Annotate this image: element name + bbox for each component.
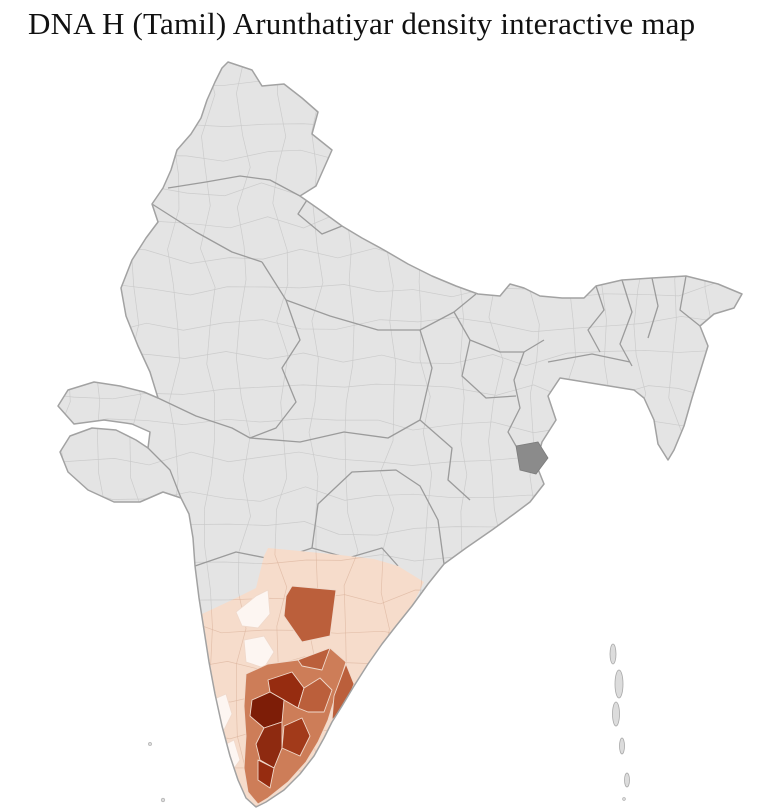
district-karnataka-district-b[interactable] [243,635,275,669]
india-outline [57,61,743,808]
islet [148,742,152,746]
islet [160,797,166,803]
district-tamil-nadu-south-district[interactable] [257,759,275,789]
map-title: DNA H (Tamil) Arunthatiyar density inter… [28,6,696,41]
islet [622,797,626,801]
island [612,701,620,727]
island [619,737,625,755]
small-islands [148,742,626,803]
island [624,772,630,788]
district-karnataka-district-a[interactable] [235,589,271,629]
district-tamil-nadu-mid-b[interactable] [297,677,333,713]
island [609,643,617,665]
andaman-islands [609,643,630,788]
india-landmass [58,62,742,807]
density-regions [202,548,424,807]
island [614,669,624,699]
district-tamil-nadu-mid-a[interactable] [281,717,311,757]
district-highlight-gray[interactable] [515,441,549,475]
district-tamil-nadu-north-district[interactable] [297,647,331,671]
state-boundaries [147,175,701,567]
district-andhra-inland-district[interactable] [283,585,337,643]
